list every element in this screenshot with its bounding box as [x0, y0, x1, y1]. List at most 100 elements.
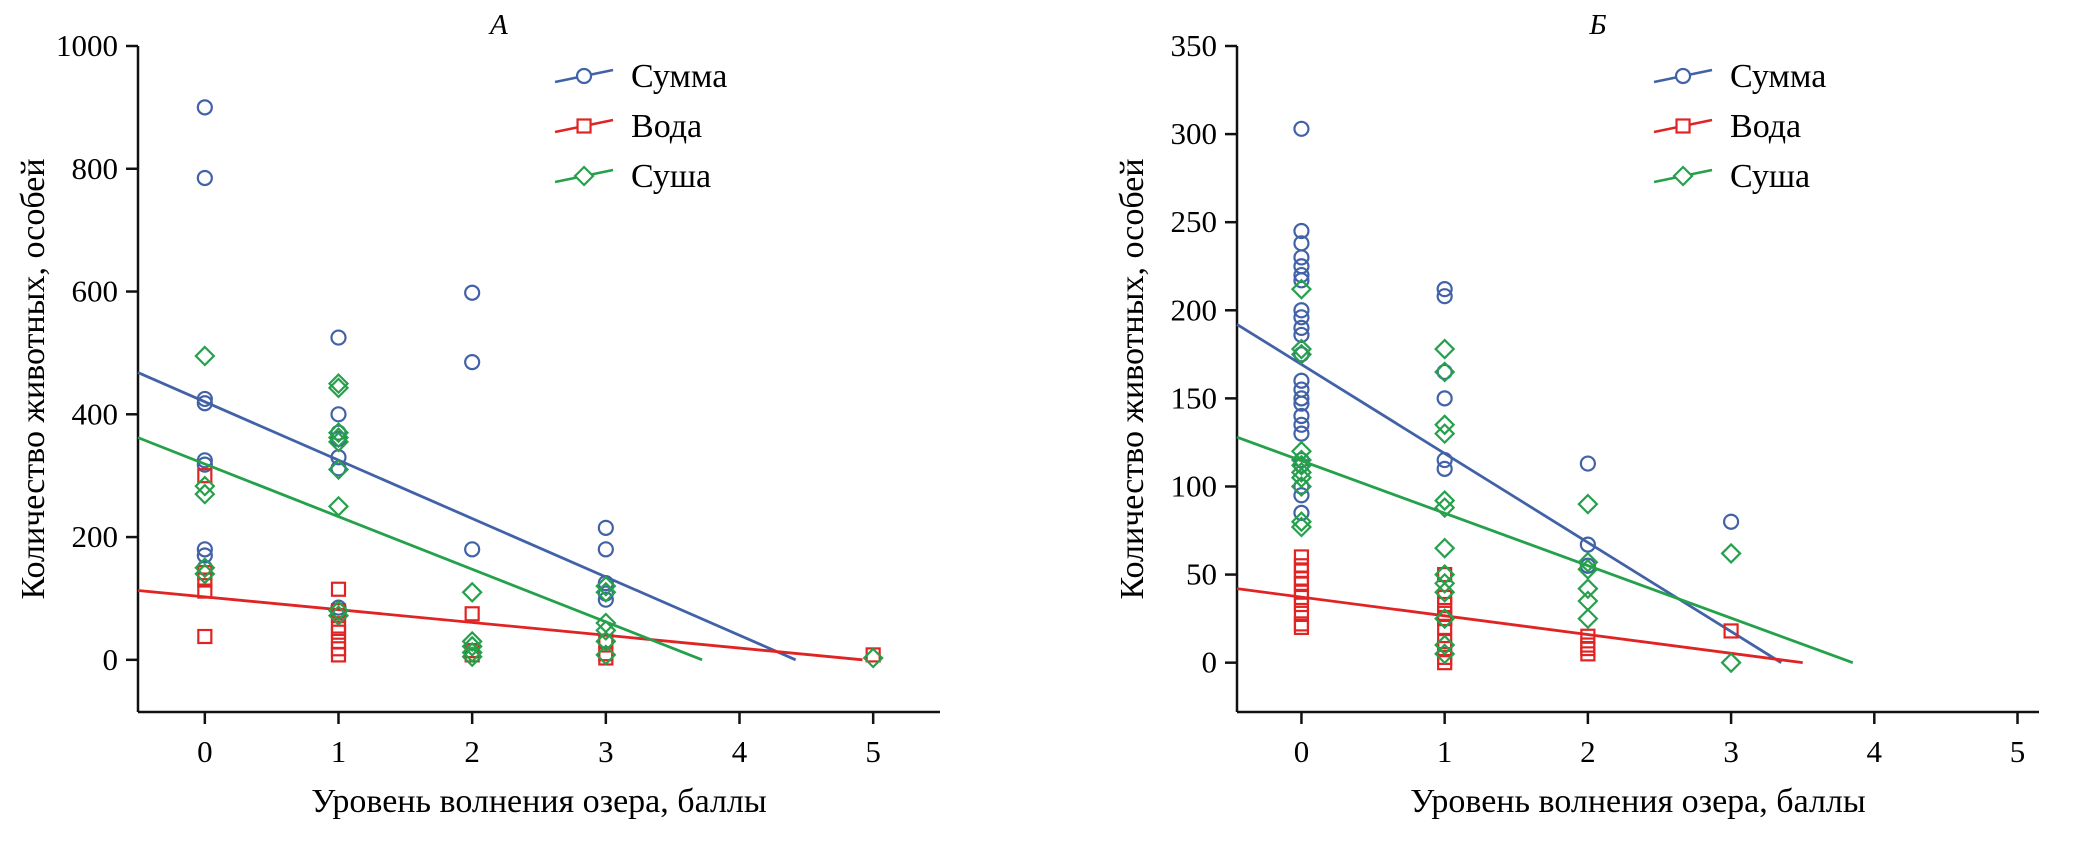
scatter-point: [194, 483, 216, 505]
scatter-point: [1293, 425, 1310, 442]
scatter-point: [1293, 266, 1310, 284]
scatter-point: [196, 541, 213, 558]
scatter-point: [327, 427, 350, 449]
scatter-point: [1290, 511, 1313, 533]
scatter-point: [1434, 572, 1456, 594]
legend-marker-diamond-icon: [573, 165, 595, 187]
scatter-point: [597, 519, 614, 536]
scatter-point: [1290, 516, 1313, 538]
scatter-point: [1577, 590, 1599, 612]
x-tick-label: 3: [1723, 734, 1739, 769]
scatter-point: [1577, 608, 1599, 630]
scatter-point: [327, 377, 350, 399]
scatter-point: [1293, 309, 1310, 326]
scatter-point: [1293, 319, 1310, 337]
scatter-point: [464, 606, 480, 622]
x-tick-label: 5: [865, 734, 881, 769]
scatter-point: [1290, 467, 1313, 489]
legend-label: Сумма: [631, 58, 727, 95]
series-square: [1236, 549, 1803, 671]
scatter-point: [1434, 643, 1456, 665]
scatter-point: [1577, 578, 1599, 600]
y-tick-label: 200: [1171, 292, 1218, 327]
scatter-point: [1579, 455, 1596, 472]
scatter-point: [1293, 120, 1310, 137]
scatter-point: [196, 456, 213, 473]
y-tick-label: 200: [72, 519, 119, 554]
scatter-point: [1434, 581, 1456, 603]
scatter-point: [1290, 475, 1313, 498]
legend-marker-square-icon: [576, 118, 592, 134]
scatter-point: [1434, 537, 1456, 559]
scatter-point: [330, 608, 347, 624]
y-tick-label: 350: [1171, 28, 1218, 63]
scatter-point: [1290, 343, 1313, 365]
scatter-point: [1290, 461, 1313, 483]
scatter-point: [1436, 460, 1453, 477]
y-tick-label: 50: [1186, 557, 1217, 592]
chart-panel-b: 0 50 100 150 200 250 300 350 0 1 2 3 4 5 Б Уровень волн…: [1109, 4, 2069, 845]
scatter-point: [196, 169, 213, 187]
scatter-point: [595, 644, 617, 666]
scatter-point: [1293, 549, 1310, 565]
trend-line: [137, 371, 797, 662]
scatter-point: [1434, 634, 1456, 656]
scatter-point: [1293, 504, 1310, 522]
scatter-point: [461, 581, 483, 603]
legend-label: Суша: [631, 158, 711, 195]
scatter-point: [1579, 536, 1596, 553]
scatter-point: [327, 431, 350, 453]
scatter-point: [1293, 395, 1310, 412]
legend-marker: [1672, 165, 1694, 187]
scatter-point: [1293, 372, 1310, 389]
x-tick-label: 4: [1867, 734, 1883, 769]
legend-marker-diamond-icon: [1672, 165, 1694, 187]
scatter-chart-a: 0 200 400 600 800 1000 0 1 2 3 4 5 А Уровень волнения…: [15, 9, 940, 820]
chart-panel-a: 0 200 400 600 800 1000 0 1 2 3 4 5 А Уровень волнения…: [10, 4, 970, 845]
scatter-point: [330, 406, 347, 423]
scatter-point: [1293, 478, 1310, 495]
scatter-point: [1293, 451, 1310, 469]
scatter-point: [194, 563, 216, 585]
scatter-point: [464, 541, 481, 558]
scatter-point: [1290, 440, 1313, 462]
legend-marker: [1674, 67, 1692, 85]
scatter-point: [194, 557, 216, 579]
scatter-point: [1437, 566, 1453, 583]
x-tick-label: 2: [1580, 734, 1596, 769]
scatter-point: [1293, 457, 1310, 474]
scatter-point: [464, 284, 481, 301]
x-tick-label: 3: [598, 734, 614, 769]
series-square: [137, 468, 881, 666]
scatter-point: [1436, 281, 1453, 298]
scatter-point: [1434, 423, 1456, 445]
legend-marker: [576, 118, 592, 134]
scatter-point: [327, 422, 350, 444]
scatter-point: [194, 475, 216, 497]
scatter-point: [1434, 338, 1456, 360]
legend-marker-square-icon: [1675, 118, 1691, 134]
scatter-point: [461, 635, 483, 657]
series-diamond: [137, 345, 884, 669]
scatter-point: [330, 424, 347, 441]
scatter-point: [1580, 637, 1596, 653]
x-axis-label: Уровень волнения озера, баллы: [311, 783, 767, 820]
scatter-point: [595, 581, 617, 603]
scatter-point: [1293, 272, 1310, 289]
scatter-point: [1434, 414, 1456, 436]
y-tick-label: 0: [103, 642, 119, 677]
scatter-point: [194, 345, 216, 367]
legend-label: Сумма: [1730, 58, 1826, 95]
scatter-point: [1293, 575, 1310, 591]
chart-title: А: [488, 9, 508, 41]
scatter-point: [196, 99, 213, 116]
scatter-point: [1434, 608, 1456, 630]
scatter-point: [1434, 361, 1456, 383]
scatter-point: [1720, 652, 1742, 674]
y-tick-label: 100: [1171, 468, 1218, 503]
scatter-point: [330, 581, 347, 597]
trend-line: [137, 436, 703, 662]
x-axis-label: Уровень волнения озера, баллы: [1410, 783, 1866, 820]
scatter-point: [1577, 551, 1599, 573]
